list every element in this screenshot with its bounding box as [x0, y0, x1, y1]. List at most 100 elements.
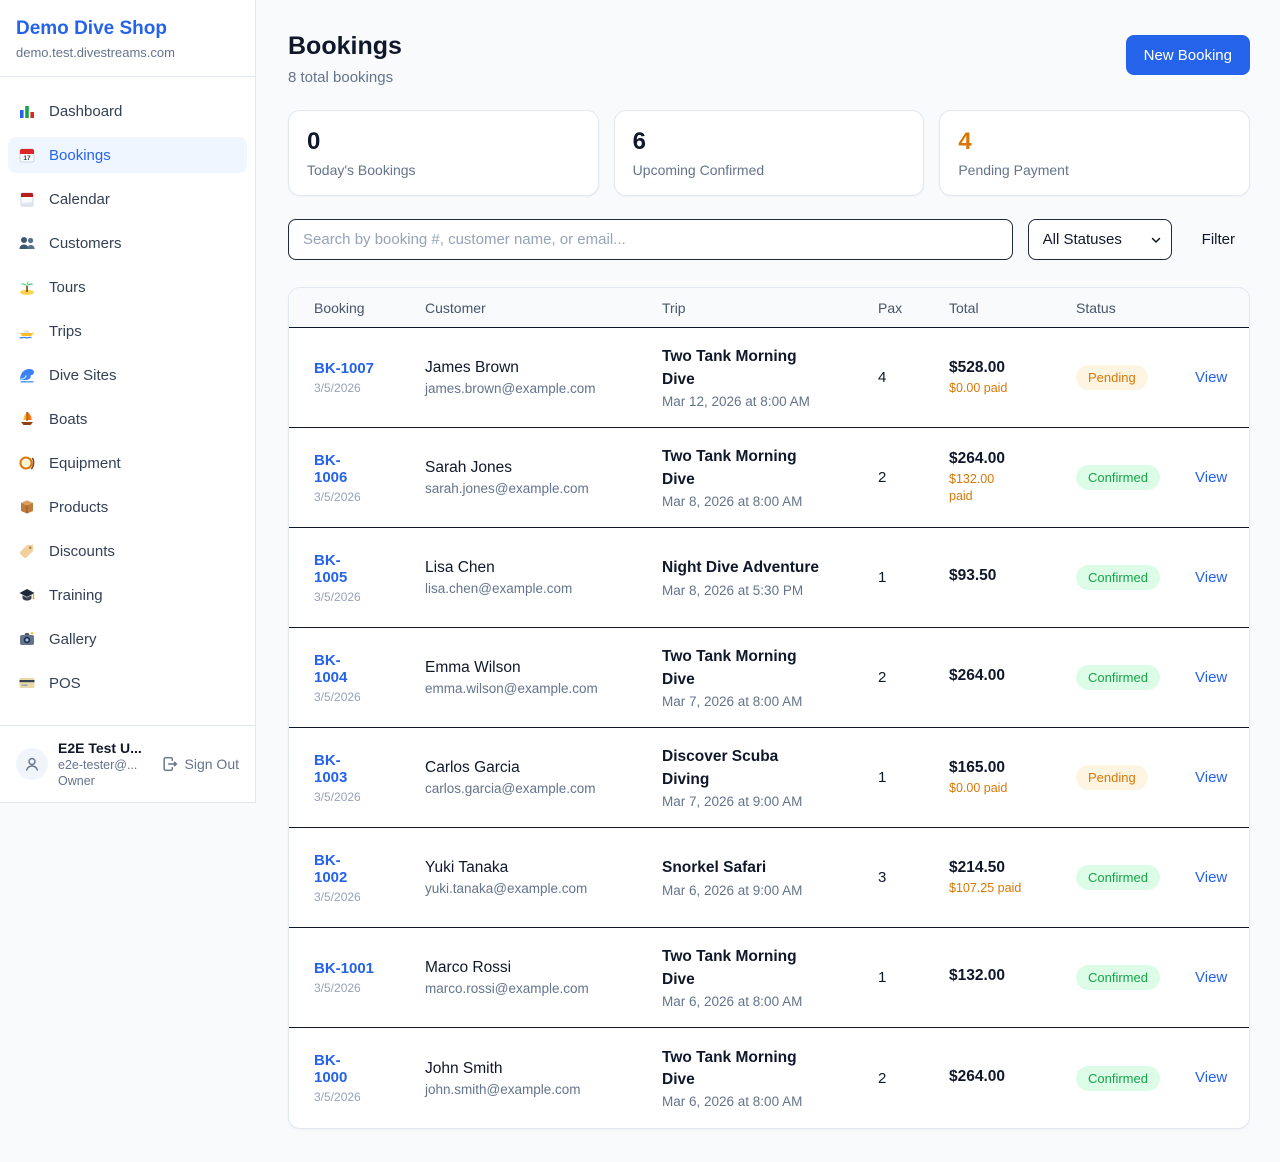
trip-name: Two Tank Morning Dive [662, 648, 797, 688]
credit-card-icon [18, 674, 36, 692]
trip-time: Mar 6, 2026 at 8:00 AM [662, 993, 803, 1009]
trip-time: Mar 8, 2026 at 8:00 AM [662, 493, 803, 509]
trip-name: Two Tank Morning Dive [662, 948, 797, 988]
booking-link[interactable]: BK-1005 [314, 551, 348, 586]
booking-link[interactable]: BK-1007 [314, 360, 375, 377]
booking-link[interactable]: BK-1000 [314, 1052, 348, 1086]
booking-link[interactable]: BK-1006 [314, 451, 348, 486]
paid-amount: $107.25 paid [949, 880, 1022, 895]
brand-name: Demo Dive Shop [16, 18, 167, 39]
status-badge: Confirmed [1076, 965, 1160, 990]
total-amount: $264.00 [949, 1067, 1006, 1085]
sidebar-item-boats[interactable]: Boats [8, 401, 247, 437]
new-booking-button[interactable]: New Booking [1125, 35, 1250, 75]
pax-count: 2 [878, 1069, 887, 1087]
column-header-trip: Trip [662, 299, 686, 316]
sidebar-item-label: Bookings [49, 146, 111, 164]
booking-link[interactable]: BK-1003 [314, 751, 348, 786]
stat-card-todays-bookings: 0 Today's Bookings [288, 110, 599, 196]
sidebar-item-pos[interactable]: POS [8, 665, 247, 701]
pax-count: 2 [878, 469, 887, 486]
sidebar-item-tours[interactable]: Tours [8, 269, 247, 305]
table-row: BK-1002 3/5/2026 Yuki Tanaka yuki.tanaka@e… [289, 828, 1249, 928]
customer-email: yuki.tanaka@example.com [425, 881, 588, 896]
customer-name: Marco Rossi [425, 959, 512, 976]
bar-chart-icon [18, 102, 36, 120]
status-badge: Pending [1076, 765, 1148, 790]
sign-out-label: Sign Out [184, 756, 239, 772]
user-meta: E2E Test U... e2e-tester@... Owner [58, 740, 161, 788]
sidebar-item-label: Calendar [49, 190, 110, 208]
customer-name: Lisa Chen [425, 559, 495, 576]
stat-value: 0 [307, 128, 321, 155]
view-link[interactable]: View [1195, 1069, 1228, 1086]
status-badge: Confirmed [1076, 665, 1160, 690]
tag-icon [18, 542, 36, 560]
calendar-icon: 17 [18, 146, 36, 164]
search-input[interactable] [288, 219, 1013, 260]
column-header-status: Status [1076, 299, 1116, 316]
trip-time: Mar 7, 2026 at 9:00 AM [662, 793, 803, 809]
sign-out-button[interactable]: Sign Out [161, 755, 239, 773]
customer-name: Yuki Tanaka [425, 859, 509, 876]
booking-link[interactable]: BK-1002 [314, 851, 348, 886]
sidebar-item-training[interactable]: Training [8, 577, 247, 613]
filter-button[interactable]: Filter [1187, 223, 1250, 256]
booking-date: 3/5/2026 [314, 981, 361, 995]
customer-email: marco.rossi@example.com [425, 981, 589, 996]
total-amount: $264.00 [949, 450, 1006, 468]
status-filter-select[interactable]: All Statuses [1027, 219, 1172, 260]
island-icon [18, 278, 36, 296]
trip-time: Mar 12, 2026 at 8:00 AM [662, 393, 810, 409]
trip-time: Mar 7, 2026 at 8:00 AM [662, 693, 803, 709]
booking-link[interactable]: BK-1001 [314, 960, 375, 977]
sidebar-item-equipment[interactable]: Equipment [8, 445, 247, 481]
customer-email: emma.wilson@example.com [425, 681, 598, 696]
sidebar-item-trips[interactable]: Trips [8, 313, 247, 349]
sidebar-item-gallery[interactable]: Gallery [8, 621, 247, 657]
total-amount: $528.00 [949, 358, 1006, 376]
customer-email: lisa.chen@example.com [425, 581, 573, 596]
view-link[interactable]: View [1195, 768, 1228, 786]
trip-name: Night Dive Adventure [662, 559, 820, 577]
view-link[interactable]: View [1195, 468, 1228, 486]
table-row: BK-1000 3/5/2026 John Smith john.smith@exa… [289, 1028, 1249, 1128]
booking-date: 3/5/2026 [314, 489, 361, 504]
pax-count: 2 [878, 669, 887, 686]
status-filter-wrap: All Statuses [1027, 219, 1172, 260]
pax-count: 1 [878, 769, 887, 786]
trip-time: Mar 8, 2026 at 5:30 PM [662, 582, 804, 598]
table-row: BK-1003 3/5/2026 Carlos Garcia carlos.garc… [289, 728, 1249, 828]
status-badge: Confirmed [1076, 465, 1160, 490]
stat-card-upcoming-confirmed: 6 Upcoming Confirmed [613, 110, 925, 196]
stat-label: Pending Payment [958, 162, 1069, 178]
total-amount: $214.50 [949, 858, 1006, 876]
view-link[interactable]: View [1195, 968, 1228, 986]
trip-name: Two Tank Morning Dive [662, 448, 797, 488]
people-icon [18, 234, 36, 252]
sidebar-item-dive-sites[interactable]: Dive Sites [8, 357, 247, 393]
sidebar-item-label: Dive Sites [49, 366, 117, 384]
view-link[interactable]: View [1195, 668, 1228, 686]
speedboat-icon [18, 322, 36, 340]
dive-mask-icon [18, 454, 36, 472]
booking-link[interactable]: BK-1004 [314, 651, 348, 686]
paid-amount: $132.00 paid [949, 472, 995, 503]
customer-name: Carlos Garcia [425, 759, 520, 776]
sidebar-item-calendar[interactable]: Calendar [8, 181, 247, 217]
page-title: Bookings [288, 32, 402, 60]
sidebar-item-dashboard[interactable]: Dashboard [8, 93, 247, 129]
customer-name: Emma Wilson [425, 659, 521, 676]
view-link[interactable]: View [1195, 568, 1228, 586]
view-link[interactable]: View [1195, 368, 1228, 386]
trip-name: Snorkel Safari [662, 859, 767, 877]
trip-name: Two Tank Morning Dive [662, 1048, 797, 1088]
customer-email: sarah.jones@example.com [425, 481, 589, 496]
user-box: E2E Test U... e2e-tester@... Owner Sign … [0, 725, 255, 802]
sidebar-item-bookings[interactable]: 17 Bookings [8, 137, 247, 173]
sidebar-item-products[interactable]: Products [8, 489, 247, 525]
sidebar-item-discounts[interactable]: Discounts [8, 533, 247, 569]
sidebar-item-customers[interactable]: Customers [8, 225, 247, 261]
view-link[interactable]: View [1195, 868, 1228, 886]
